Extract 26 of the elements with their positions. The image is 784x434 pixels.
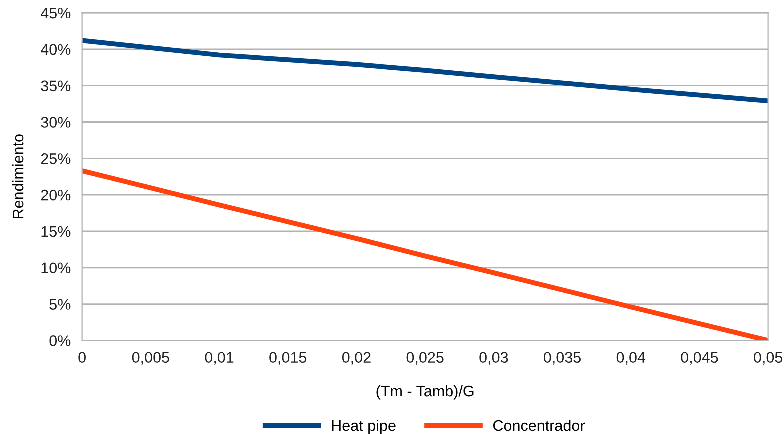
- y-tick-label: 5%: [50, 299, 71, 310]
- line-series: [82, 38, 768, 104]
- x-tick-label: 0,05: [754, 352, 783, 365]
- y-tick-label: 40%: [40, 44, 71, 56]
- x-tick-label: 0,005: [132, 352, 170, 365]
- x-tick-label: 0,045: [681, 352, 718, 365]
- x-tick-label: 0: [78, 352, 86, 364]
- x-tick-label: 0,035: [544, 352, 581, 365]
- legend-label: Heat pipe: [332, 420, 396, 434]
- x-tick-label: 0,015: [270, 352, 307, 365]
- x-tick-label: 0,01: [205, 352, 234, 365]
- x-tick-label: 0,02: [342, 352, 371, 365]
- y-tick-label: 20%: [41, 190, 71, 201]
- y-tick-label: 10%: [42, 262, 71, 274]
- y-axis-title: Rendimiento: [12, 134, 24, 218]
- y-tick-label: 45%: [40, 8, 71, 19]
- legend-label: Concentrador: [493, 420, 586, 432]
- x-axis-title: (Tm - Tamb)/G: [376, 385, 474, 400]
- x-tick-label: 0,04: [616, 352, 646, 365]
- y-tick-label: 35%: [41, 80, 71, 92]
- y-tick-label: 15%: [42, 226, 71, 238]
- x-tick-label: 0,025: [406, 352, 444, 365]
- x-tick-label: 0,03: [480, 352, 508, 365]
- y-tick-label: 0%: [50, 336, 71, 346]
- y-tick-label: 25%: [41, 154, 71, 164]
- y-tick-label: 30%: [41, 117, 71, 128]
